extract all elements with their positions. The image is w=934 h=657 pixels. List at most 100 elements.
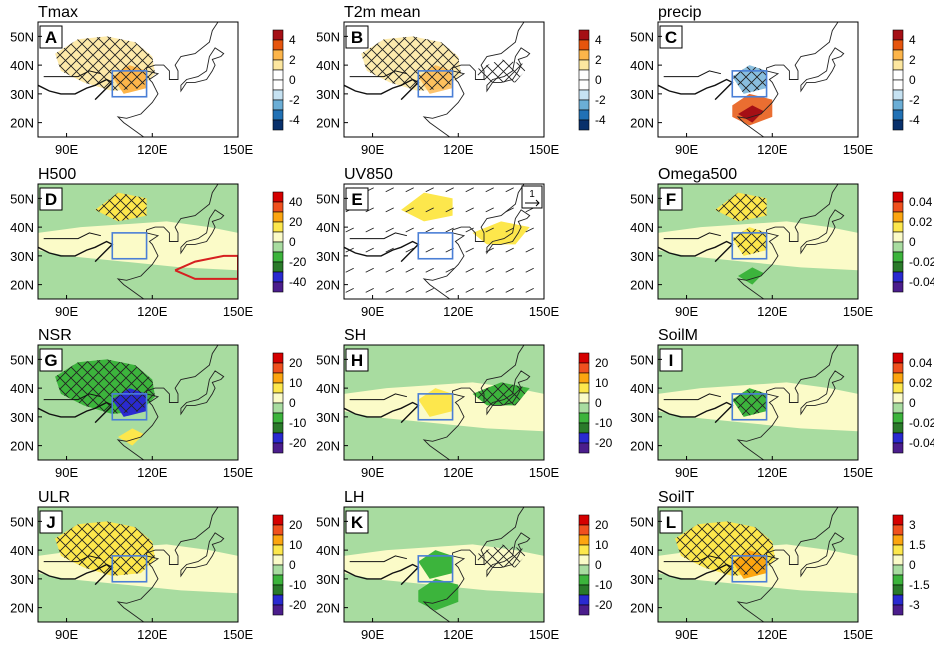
wind-vector (465, 247, 474, 253)
colorbar-segment (892, 119, 904, 131)
wind-vector (465, 187, 474, 193)
study-box-J (111, 555, 148, 583)
plateau-contour2-E (349, 232, 408, 240)
plateau-contour2-G (43, 393, 102, 401)
colorbar-segment (892, 402, 904, 414)
colorbar-segment (272, 402, 284, 414)
colorbar-segment (892, 392, 904, 404)
lat-tick-label: 30N (630, 572, 654, 587)
colorbar-label: 20 (595, 518, 609, 532)
colorbar-label: -20 (289, 436, 307, 450)
colorbar-segment (892, 69, 904, 81)
lon-tick-label: 150E (529, 627, 560, 642)
wind-vector (505, 287, 514, 293)
panel-letter-box-E (345, 187, 369, 211)
colorbar-segment (272, 69, 284, 81)
map-frame-A (37, 21, 239, 138)
panel-title-C: precip (658, 4, 702, 21)
lat-tick-label: 20N (10, 439, 34, 454)
lat-tick-label: 50N (630, 29, 654, 44)
colorbar-segment (892, 574, 904, 586)
lon-tick-label: 120E (757, 627, 788, 642)
lon-tick-label: 150E (223, 142, 254, 157)
study-box-A (111, 70, 148, 98)
colorbar-segment (892, 49, 904, 61)
colorbar-segment (892, 99, 904, 111)
map-J (38, 507, 238, 622)
panel-letter-box-B (345, 25, 369, 49)
wind-vector (525, 247, 534, 253)
lat-tick-label: 40N (630, 220, 654, 235)
colorbar-segment (892, 352, 904, 364)
lat-tick-label: 30N (630, 87, 654, 102)
study-box-D (111, 232, 148, 260)
colorbar-label: 0.02 (909, 376, 933, 390)
map-frame-I (657, 344, 859, 461)
wind-vector (425, 187, 434, 193)
colorbar-segment (892, 372, 904, 384)
positive-H (418, 388, 453, 417)
colorbar-label: 0.04 (909, 356, 933, 370)
hatch-core-F (732, 227, 767, 256)
colorbar-label: 0 (909, 73, 916, 87)
lat-tick-label: 30N (10, 87, 34, 102)
vector-ref-label: 1 (529, 189, 535, 200)
hatch-B (361, 36, 462, 91)
wind-vector (505, 187, 514, 193)
colorbar-segment (578, 392, 590, 404)
colorbar-segment (892, 604, 904, 616)
colorbar-segment (892, 524, 904, 536)
panel-letter-text-G: G (44, 351, 57, 370)
colorbar-label: 10 (289, 538, 303, 552)
coastline-L (736, 507, 839, 622)
colorbar-label: 0 (289, 235, 296, 249)
colorbar-segment (272, 412, 284, 424)
lat-tick-label: 50N (630, 191, 654, 206)
colorbar-label: -1.5 (909, 578, 930, 592)
colorbar-label: -20 (289, 255, 307, 269)
colorbar-segment (892, 191, 904, 203)
coastline-K (422, 507, 525, 622)
colorbar-segment (272, 241, 284, 253)
wind-vector (385, 287, 394, 293)
panel-title-K: LH (344, 489, 364, 506)
colorbar-label: 0 (289, 73, 296, 87)
hatch-C (732, 65, 767, 94)
lon-tick-label: 90E (55, 627, 78, 642)
map-frame-G (37, 344, 239, 461)
colorbar-segment (892, 554, 904, 566)
lat-tick-label: 40N (10, 58, 34, 73)
lon-tick-label: 150E (529, 465, 560, 480)
map-frame-J (37, 506, 239, 623)
study-box-E (417, 232, 454, 260)
hatch-L (675, 521, 776, 576)
lat-tick-label: 40N (316, 543, 340, 558)
colorbar-segment (272, 524, 284, 536)
colorbar-label: 0 (909, 396, 916, 410)
colorbar-label: -2 (595, 93, 606, 107)
wind-vector (365, 267, 374, 273)
colorbar-segment (578, 59, 590, 71)
lat-tick-label: 20N (630, 439, 654, 454)
panel-letter-text-H: H (351, 351, 363, 370)
colorbar-L: 3 1.5 0 -1.5 -3 (892, 514, 930, 616)
colorbar-label: -20 (289, 598, 307, 612)
lon-tick-label: 90E (55, 304, 78, 319)
colorbar-segment (272, 432, 284, 444)
wind-vector (405, 267, 414, 273)
negative-K (418, 550, 453, 579)
panel-letter-K: K (345, 510, 369, 534)
japan-outline-D (180, 209, 225, 255)
lon-tick-label: 90E (361, 627, 384, 642)
panel-letter-box-I (659, 348, 683, 372)
panel-letter-C: C (659, 25, 683, 49)
colorbar-D: 40 20 0 -20 -40 (272, 191, 307, 293)
panel-letter-F: F (659, 187, 683, 211)
colorbar-segment (272, 251, 284, 263)
colorbar-label: -20 (595, 598, 613, 612)
colorbar-segment (272, 109, 284, 121)
colorbar-label: 2 (289, 53, 296, 67)
map-E (344, 184, 544, 299)
colorbar-segment (272, 211, 284, 223)
panel-letter-A: A (39, 25, 63, 49)
